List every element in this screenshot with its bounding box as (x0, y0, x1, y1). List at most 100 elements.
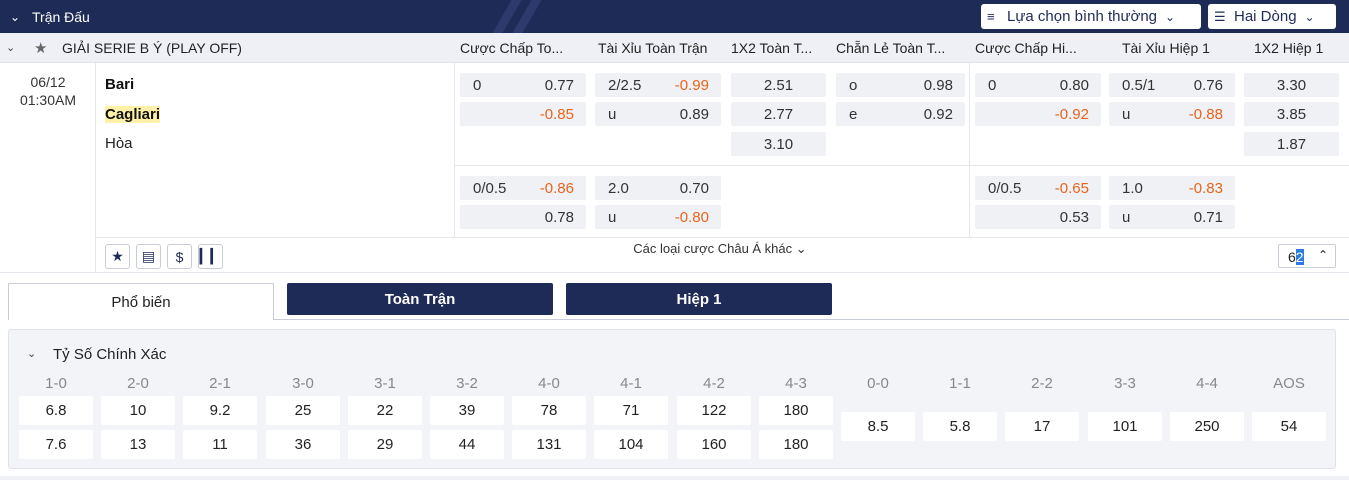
handicap-value: 0 (988, 76, 997, 94)
score-label: 0-0 (867, 375, 889, 392)
market-count-b: 2 (1295, 249, 1304, 265)
handicap-value: 0 (473, 76, 482, 94)
score-odd-draw[interactable]: 101 (1088, 412, 1162, 441)
odd-cell[interactable]: 0.78 (460, 205, 586, 229)
odd-cell[interactable]: o 0.98 (836, 73, 965, 97)
odd-cell[interactable]: 2.51 (731, 73, 826, 97)
score-odd-away[interactable]: 44 (430, 430, 504, 459)
score-odd-home[interactable]: 25 (266, 396, 340, 425)
score-odd-home[interactable]: 180 (759, 396, 833, 425)
chevron-down-icon: ⌄ (1304, 9, 1315, 24)
line-mode-select[interactable]: ☰ Hai Dòng ⌄ (1208, 4, 1336, 29)
chevron-down-icon[interactable]: ⌄ (10, 9, 21, 24)
chevron-down-icon[interactable]: ⌄ (6, 42, 16, 54)
next-section-edge (0, 476, 1349, 480)
odd-cell[interactable]: u -0.88 (1109, 102, 1235, 126)
score-odd-away[interactable]: 7.6 (19, 430, 93, 459)
score-odd-away[interactable]: 104 (594, 430, 668, 459)
odd-cell[interactable]: u 0.89 (595, 102, 721, 126)
odd-value: 0.70 (679, 179, 709, 197)
odd-label: o (849, 76, 858, 94)
total-line: 1.0 (1122, 179, 1143, 197)
odd-cell[interactable]: 1.0 -0.83 (1109, 176, 1235, 200)
tab-full-time[interactable]: Toàn Trận (287, 283, 553, 315)
odd-cell[interactable]: 0.53 (975, 205, 1101, 229)
odd-cell[interactable]: e 0.92 (836, 102, 965, 126)
handicap-value: 0/0.5 (988, 179, 1022, 197)
bet-button[interactable]: $ (167, 244, 192, 269)
more-asian-bets-toggle[interactable]: Các loại cược Châu Á khác ⌄ (605, 237, 835, 265)
score-odd-draw[interactable]: 5.8 (923, 412, 997, 441)
odd-value: -0.92 (1054, 105, 1089, 123)
odd-cell[interactable]: 2.77 (731, 102, 826, 126)
col-1x2-h1: 1X2 Hiệp 1 (1254, 40, 1324, 56)
odd-cell[interactable]: u 0.71 (1109, 205, 1235, 229)
odd-cell[interactable]: 0.5/1 0.76 (1109, 73, 1235, 97)
score-odd-away[interactable]: 11 (183, 430, 257, 459)
score-odd-away[interactable]: 131 (512, 430, 586, 459)
odd-cell[interactable]: u -0.80 (595, 205, 721, 229)
score-label: 2-2 (1031, 375, 1053, 392)
odd-cell[interactable]: 3.30 (1244, 73, 1339, 97)
page-title: Trận Đấu (32, 8, 90, 25)
score-odd-draw[interactable]: 250 (1170, 412, 1244, 441)
odd-value: 0.77 (544, 76, 574, 94)
col-ou-ft: Tài Xỉu Toàn Trận (598, 40, 708, 56)
odd-cell[interactable]: -0.92 (975, 102, 1101, 126)
score-odd-home[interactable]: 10 (101, 396, 175, 425)
score-odd-away[interactable]: 29 (348, 430, 422, 459)
col-oe-ft: Chẵn Lẻ Toàn T... (836, 40, 946, 56)
score-label: 3-3 (1114, 375, 1136, 392)
score-odd-home[interactable]: 39 (430, 396, 504, 425)
even-label: e (849, 105, 858, 123)
score-label: 3-0 (292, 375, 314, 392)
home-team: Bari (105, 76, 135, 93)
score-label: 4-1 (620, 375, 642, 392)
odd-cell[interactable]: 3.85 (1244, 102, 1339, 126)
ticket-icon: ▤ (141, 248, 156, 264)
odd-cell[interactable]: 2/2.5 -0.99 (595, 73, 721, 97)
tab-first-half[interactable]: Hiệp 1 (566, 283, 832, 315)
odd-cell[interactable]: 0/0.5 -0.65 (975, 176, 1101, 200)
ticket-button[interactable]: ▤ (136, 244, 161, 269)
score-odd-away[interactable]: 36 (266, 430, 340, 459)
odd-value: 0.80 (1059, 76, 1089, 94)
favorite-star-button[interactable]: ★ (105, 244, 130, 269)
chevron-down-icon[interactable]: ⌄ (27, 348, 37, 360)
score-odd-home[interactable]: 9.2 (183, 396, 257, 425)
display-mode-select[interactable]: ≡ Lựa chọn bình thường ⌄ (981, 4, 1201, 29)
score-odd-draw[interactable]: 54 (1252, 412, 1326, 441)
odd-value: 0.92 (923, 105, 953, 123)
market-count-toggle[interactable]: 62 ⌃ (1278, 244, 1336, 268)
tab-popular[interactable]: Phổ biến (8, 283, 274, 320)
score-label: 4-2 (703, 375, 725, 392)
score-odd-away[interactable]: 180 (759, 430, 833, 459)
score-odd-draw[interactable]: 8.5 (841, 412, 915, 441)
stats-button[interactable]: ▎▎ (198, 244, 223, 269)
odd-value: 1.87 (1276, 135, 1307, 153)
col-ou-h1: Tài Xỉu Hiệp 1 (1122, 40, 1210, 56)
odd-cell[interactable]: 0 0.80 (975, 73, 1101, 97)
odd-value: 0.78 (544, 208, 574, 226)
odd-cell[interactable]: 0/0.5 -0.86 (460, 176, 586, 200)
odd-cell[interactable]: -0.85 (460, 102, 586, 126)
score-odd-home[interactable]: 22 (348, 396, 422, 425)
odd-cell[interactable]: 2.0 0.70 (595, 176, 721, 200)
score-odd-home[interactable]: 6.8 (19, 396, 93, 425)
score-odd-home[interactable]: 122 (677, 396, 751, 425)
under-label: u (608, 208, 617, 226)
odd-cell[interactable]: 1.87 (1244, 132, 1339, 156)
odd-cell[interactable]: 0 0.77 (460, 73, 586, 97)
star-icon[interactable]: ★ (34, 39, 48, 57)
score-odd-away[interactable]: 13 (101, 430, 175, 459)
handicap-value: 0/0.5 (473, 179, 507, 197)
market-count-a: 6 (1288, 249, 1296, 265)
score-odd-away[interactable]: 160 (677, 430, 751, 459)
score-odd-draw[interactable]: 17 (1005, 412, 1079, 441)
odd-cell[interactable]: 3.10 (731, 132, 826, 156)
score-odd-home[interactable]: 78 (512, 396, 586, 425)
league-header[interactable]: ⌄ ★ GIẢI SERIE B Ý (PLAY OFF) (0, 33, 1349, 63)
score-label: 1-0 (45, 375, 67, 392)
dollar-icon: $ (175, 248, 184, 265)
score-odd-home[interactable]: 71 (594, 396, 668, 425)
